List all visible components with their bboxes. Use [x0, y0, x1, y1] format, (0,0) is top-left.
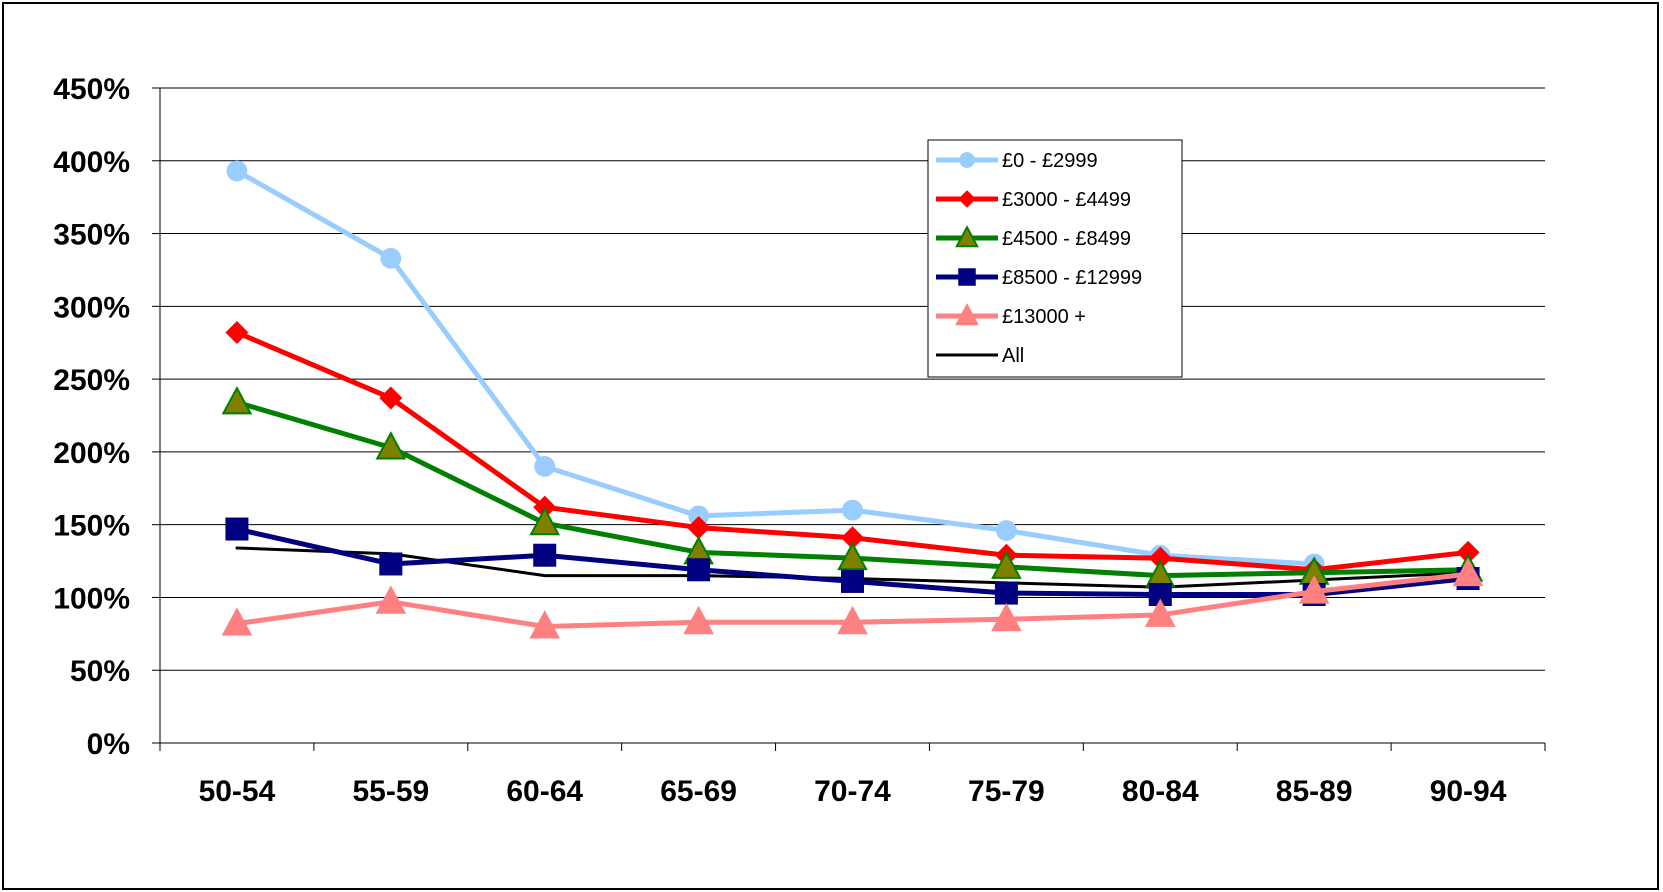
legend-label: £3000 - £4499 — [1002, 189, 1131, 211]
legend: £0 - £2999 £3000 - £4499 £4500 - £8499 £850… — [927, 139, 1183, 378]
data-point — [375, 585, 407, 614]
x-tick-label: 55-59 — [352, 775, 429, 808]
legend-entry: £8500 - £12999 — [936, 267, 1142, 289]
legend-marker — [958, 190, 976, 208]
series-2 — [221, 385, 1484, 588]
legend-entry: £3000 - £4499 — [936, 189, 1131, 211]
data-point — [533, 543, 557, 567]
data-point — [380, 247, 402, 269]
legend-label: £13000 + — [1002, 306, 1086, 328]
data-point — [225, 321, 249, 345]
y-tick-label: 250% — [53, 364, 130, 397]
data-point — [994, 581, 1018, 605]
data-point — [683, 605, 714, 635]
legend-marker — [955, 225, 979, 248]
x-tick-label: 65-69 — [660, 775, 737, 808]
data-point — [837, 605, 868, 635]
data-point — [379, 552, 403, 576]
legend-entry: All — [936, 345, 1024, 367]
data-point — [225, 517, 249, 541]
x-axis-tick-labels: 50-54 55-59 60-64 65-69 70-74 75-79 80-84 85-89… — [199, 775, 1507, 808]
data-point — [221, 385, 253, 415]
series-4 — [221, 557, 1484, 639]
data-point — [221, 607, 253, 636]
data-point — [529, 610, 561, 639]
x-tick-label: 85-89 — [1276, 775, 1353, 808]
data-point — [534, 456, 556, 477]
x-tick-label: 80-84 — [1122, 775, 1199, 808]
data-point — [1144, 598, 1176, 627]
legend-label: £8500 - £12999 — [1002, 267, 1142, 289]
legend-label: £4500 - £8499 — [1002, 228, 1131, 250]
data-point — [1452, 557, 1484, 587]
y-tick-label: 50% — [70, 655, 130, 688]
data-point — [1298, 575, 1330, 604]
y-tick-label: 200% — [53, 437, 130, 470]
data-point — [841, 569, 864, 593]
y-tick-label: 150% — [53, 510, 130, 543]
x-tick-label: 50-54 — [199, 775, 276, 808]
series-line — [234, 168, 1317, 567]
x-tick-label: 60-64 — [506, 775, 583, 808]
data-point — [842, 499, 863, 521]
y-tick-label: 400% — [53, 146, 130, 179]
series-lines — [221, 160, 1484, 639]
data-point — [226, 160, 248, 182]
data-point — [379, 386, 403, 410]
legend-label: £0 - £2999 — [1002, 150, 1098, 172]
y-tick-label: 350% — [53, 219, 130, 252]
legend-entry: £4500 - £8499 — [936, 225, 1131, 250]
data-point — [991, 602, 1022, 632]
x-tick-label: 70-74 — [814, 775, 891, 808]
x-tick-label: 90-94 — [1430, 775, 1507, 808]
legend-label: All — [1002, 345, 1024, 367]
data-point — [375, 431, 407, 460]
legend-marker — [959, 152, 975, 168]
data-point — [837, 541, 868, 571]
y-tick-label: 300% — [53, 291, 130, 324]
legend-entry: £0 - £2999 — [936, 150, 1098, 172]
x-tick-label: 75-79 — [968, 775, 1045, 808]
axes — [152, 87, 1546, 751]
data-point — [991, 550, 1022, 579]
legend-marker — [958, 268, 976, 286]
legend-box — [927, 139, 1183, 378]
data-point — [687, 558, 711, 582]
y-tick-label: 100% — [53, 582, 130, 615]
series-0 — [226, 160, 1325, 575]
legend-entry: £13000 + — [936, 303, 1086, 328]
data-point — [995, 520, 1017, 541]
y-tick-label: 0% — [87, 728, 130, 761]
data-point — [529, 506, 561, 536]
y-tick-label: 450% — [53, 73, 130, 106]
y-axis-tick-labels: 0% 50% 100% 150% 200% 250% 300% 350% 400% 450% — [53, 73, 130, 761]
legend-marker — [955, 303, 979, 326]
